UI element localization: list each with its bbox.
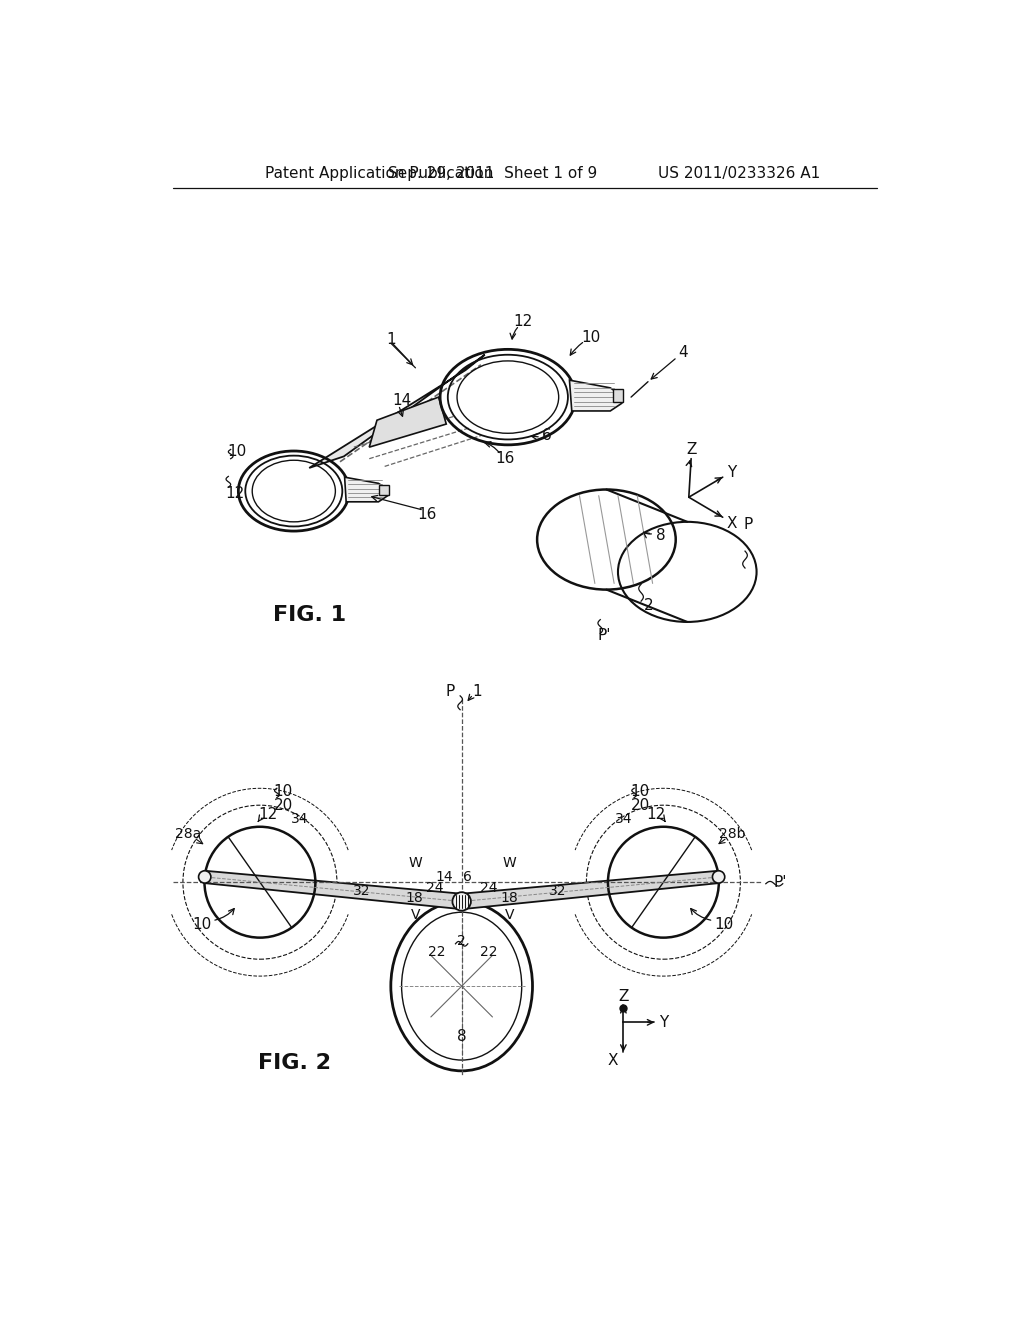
Polygon shape: [379, 484, 389, 495]
Text: 34: 34: [291, 812, 308, 826]
Text: Y: Y: [658, 1015, 668, 1030]
Text: 22: 22: [480, 945, 498, 958]
Text: 10: 10: [273, 784, 293, 799]
Text: 34: 34: [614, 812, 632, 826]
Polygon shape: [309, 355, 484, 469]
Text: FIG. 2: FIG. 2: [258, 1053, 331, 1073]
Text: 2: 2: [458, 935, 466, 949]
Text: P: P: [445, 684, 455, 698]
Text: 10: 10: [193, 917, 212, 932]
Text: 20: 20: [631, 797, 650, 813]
Text: W: W: [503, 855, 516, 870]
Text: Sep. 29, 2011  Sheet 1 of 9: Sep. 29, 2011 Sheet 1 of 9: [388, 166, 597, 181]
Polygon shape: [569, 380, 622, 411]
Text: Z: Z: [686, 442, 696, 457]
Polygon shape: [612, 389, 624, 401]
Circle shape: [713, 871, 725, 883]
Text: US 2011/0233326 A1: US 2011/0233326 A1: [657, 166, 820, 181]
Text: 18: 18: [406, 891, 423, 904]
Text: 14: 14: [392, 393, 412, 408]
Text: P': P': [597, 628, 611, 643]
Text: 20: 20: [273, 797, 293, 813]
Text: 12: 12: [646, 807, 666, 822]
Text: X: X: [607, 1053, 617, 1068]
Text: 8: 8: [457, 1028, 467, 1044]
Text: V: V: [411, 908, 420, 923]
Text: FIG. 1: FIG. 1: [273, 605, 346, 624]
Text: 12: 12: [258, 807, 278, 822]
Text: 12: 12: [225, 486, 244, 500]
Text: X: X: [727, 516, 737, 531]
Text: P': P': [773, 875, 787, 890]
Text: Z: Z: [618, 989, 629, 1003]
Text: 2: 2: [644, 598, 653, 612]
Polygon shape: [204, 871, 463, 909]
Polygon shape: [461, 871, 719, 909]
Text: Patent Application Publication: Patent Application Publication: [265, 166, 494, 181]
Text: 18: 18: [501, 891, 518, 904]
Text: 22: 22: [428, 945, 445, 958]
Circle shape: [453, 892, 471, 911]
Text: W: W: [409, 855, 422, 870]
Text: 6: 6: [464, 870, 472, 884]
Text: 10: 10: [714, 917, 733, 932]
Text: 28a: 28a: [175, 826, 202, 841]
Text: 24: 24: [426, 880, 443, 895]
Polygon shape: [370, 397, 446, 447]
Text: 6: 6: [542, 428, 551, 444]
Text: 8: 8: [655, 528, 666, 544]
Text: 1: 1: [386, 331, 395, 347]
Text: 32: 32: [549, 884, 566, 899]
Text: 24: 24: [480, 880, 498, 895]
Text: 14: 14: [436, 870, 454, 884]
Text: 10: 10: [582, 330, 601, 345]
Text: P: P: [743, 516, 753, 532]
Text: 12: 12: [514, 314, 532, 329]
Text: 1: 1: [472, 684, 482, 698]
Circle shape: [199, 871, 211, 883]
Text: 32: 32: [353, 884, 371, 899]
Polygon shape: [345, 478, 388, 502]
Text: 4: 4: [679, 345, 688, 360]
Text: 16: 16: [418, 507, 436, 521]
Text: 28b: 28b: [720, 826, 745, 841]
Text: 10: 10: [227, 444, 247, 458]
Text: 10: 10: [631, 784, 650, 799]
Text: V: V: [505, 908, 514, 923]
Text: Y: Y: [727, 465, 736, 480]
Text: 16: 16: [495, 451, 514, 466]
